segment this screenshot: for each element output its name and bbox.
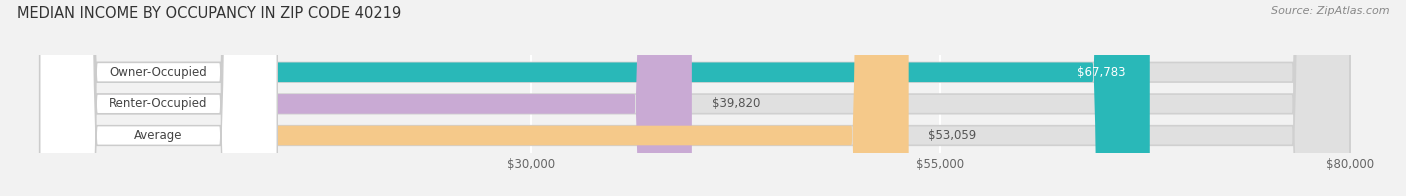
Text: $53,059: $53,059 bbox=[928, 129, 977, 142]
Text: Source: ZipAtlas.com: Source: ZipAtlas.com bbox=[1271, 6, 1389, 16]
FancyBboxPatch shape bbox=[39, 0, 277, 196]
FancyBboxPatch shape bbox=[39, 0, 1350, 196]
Text: $67,783: $67,783 bbox=[1077, 66, 1125, 79]
Text: $39,820: $39,820 bbox=[711, 97, 759, 110]
FancyBboxPatch shape bbox=[39, 0, 277, 196]
FancyBboxPatch shape bbox=[39, 0, 1150, 196]
Text: Owner-Occupied: Owner-Occupied bbox=[110, 66, 207, 79]
Text: MEDIAN INCOME BY OCCUPANCY IN ZIP CODE 40219: MEDIAN INCOME BY OCCUPANCY IN ZIP CODE 4… bbox=[17, 6, 401, 21]
FancyBboxPatch shape bbox=[39, 0, 277, 196]
FancyBboxPatch shape bbox=[39, 0, 692, 196]
Text: Average: Average bbox=[134, 129, 183, 142]
FancyBboxPatch shape bbox=[39, 0, 1350, 196]
FancyBboxPatch shape bbox=[39, 0, 1350, 196]
Text: Renter-Occupied: Renter-Occupied bbox=[110, 97, 208, 110]
FancyBboxPatch shape bbox=[39, 0, 908, 196]
